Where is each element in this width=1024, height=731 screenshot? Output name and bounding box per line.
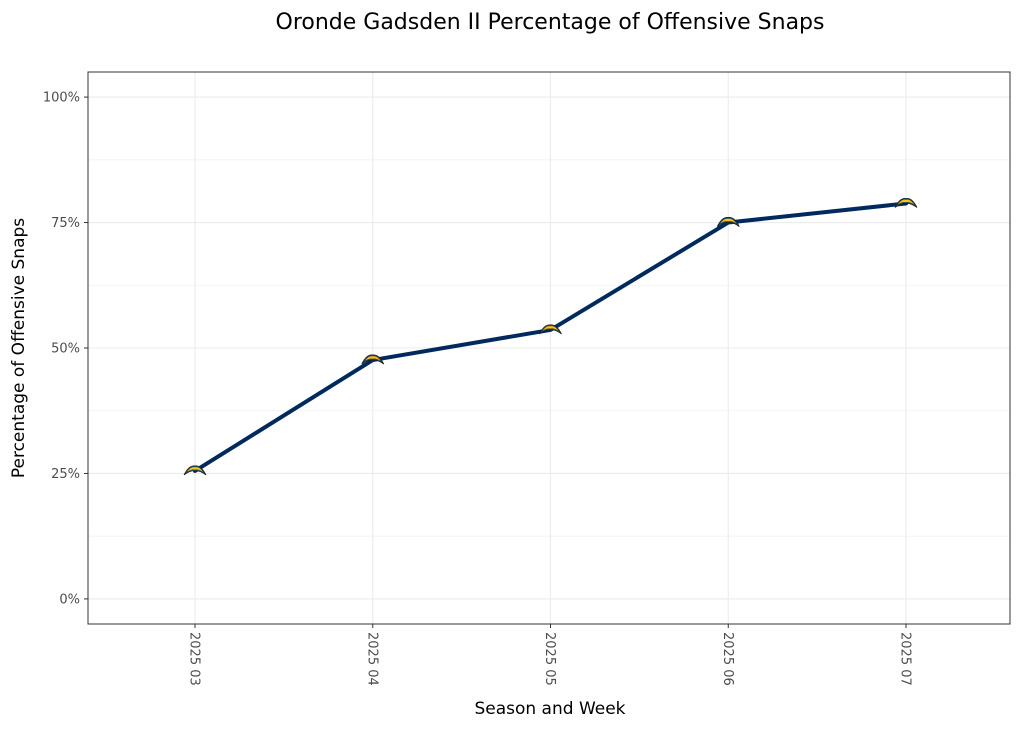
- markers: [183, 197, 918, 476]
- y-tick-label: 75%: [51, 216, 80, 231]
- x-tick-label: 2025 05: [542, 632, 557, 686]
- x-tick-label: 2025 04: [364, 632, 379, 686]
- x-tick-label: 2025 06: [720, 632, 735, 686]
- data-point-marker: [894, 197, 918, 208]
- x-tick-label: 2025 03: [187, 632, 202, 686]
- logo-shape-front: [718, 218, 738, 225]
- data-point-marker: [183, 465, 207, 476]
- data-point-marker: [361, 354, 385, 365]
- x-axis: 2025 03 2025 04 2025 05 2025 06 2025 07: [187, 624, 913, 686]
- x-tick-label: 2025 07: [898, 632, 913, 686]
- chart-title: Oronde Gadsden II Percentage of Offensiv…: [276, 10, 825, 35]
- y-axis-title: Percentage of Offensive Snaps: [9, 218, 29, 478]
- data-point-marker: [539, 324, 562, 335]
- y-axis: 0% 25% 50% 75% 100%: [43, 91, 88, 607]
- logo-shape-front: [363, 355, 383, 363]
- y-tick-label: 0%: [59, 592, 80, 607]
- data-point-marker: [716, 217, 740, 227]
- logo-shape-front: [185, 466, 205, 474]
- logo-shape-front: [541, 325, 560, 333]
- x-axis-title: Season and Week: [474, 699, 625, 719]
- logo-shape-front: [896, 199, 916, 206]
- y-tick-label: 100%: [43, 91, 80, 106]
- y-tick-label: 25%: [51, 467, 80, 482]
- grid: [88, 72, 1010, 624]
- y-tick-label: 50%: [51, 342, 80, 357]
